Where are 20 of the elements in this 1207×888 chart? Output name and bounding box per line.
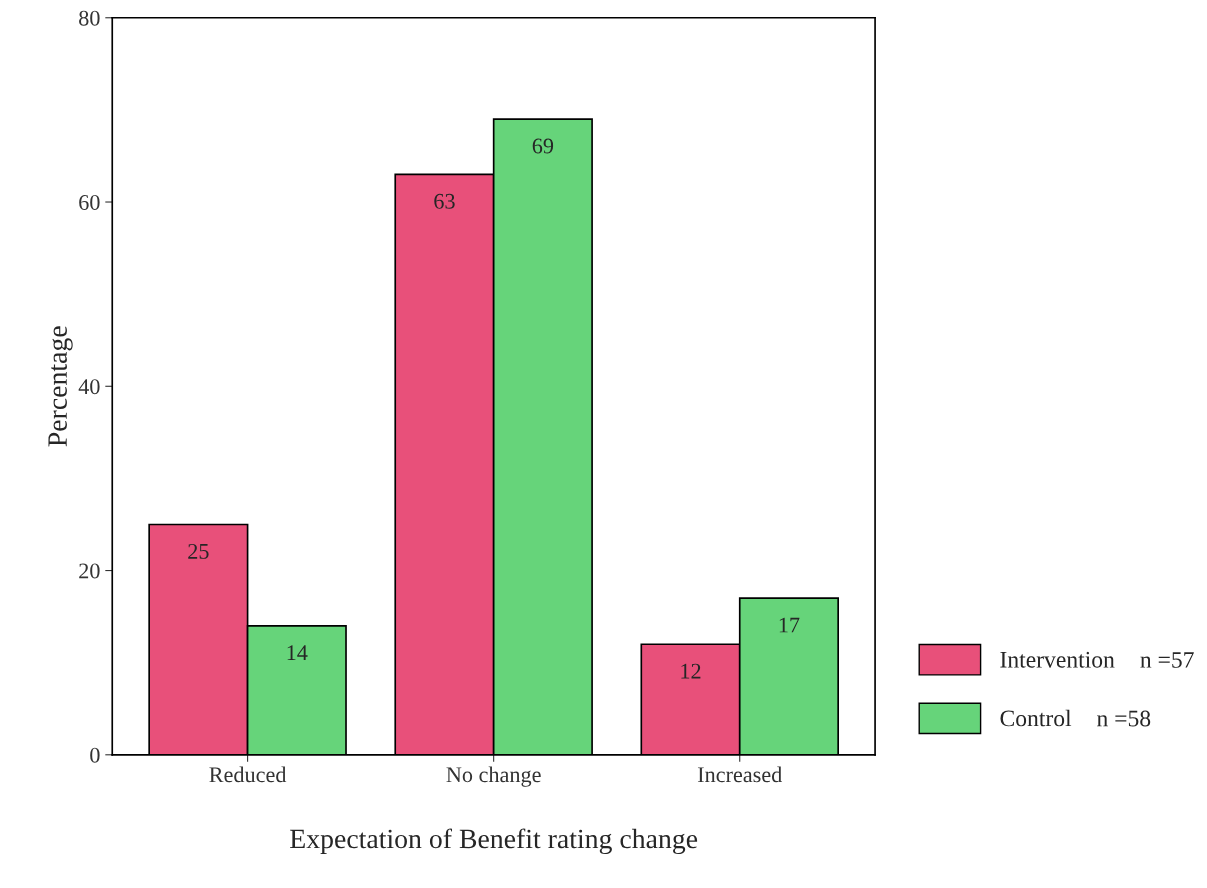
data-label: 17 bbox=[779, 617, 800, 633]
y-tick-label: 0 bbox=[90, 747, 100, 763]
x-tick-label: Increased bbox=[697, 766, 783, 783]
x-axis-title: Expectation of Benefit rating change bbox=[290, 828, 698, 855]
data-label: 12 bbox=[681, 663, 701, 679]
data-label: 25 bbox=[188, 543, 209, 559]
x-tick-label: Reduced bbox=[209, 766, 287, 783]
data-label: 63 bbox=[434, 193, 455, 209]
y-tick-label: 20 bbox=[79, 563, 100, 579]
x-tick-label: No change bbox=[446, 766, 541, 787]
y-axis-title: Percentage bbox=[48, 326, 73, 447]
text: n =57 bbox=[1140, 652, 1194, 668]
y-tick-label: 40 bbox=[78, 379, 100, 395]
data-label: 69 bbox=[532, 138, 554, 154]
y-tick-label: 80 bbox=[79, 10, 100, 26]
text: n =58 bbox=[1097, 710, 1151, 727]
data-label: 14 bbox=[287, 645, 308, 660]
legend-label: Control bbox=[1000, 709, 1072, 727]
y-tick-label: 60 bbox=[79, 194, 100, 210]
legend-label: Intervention bbox=[1000, 651, 1115, 668]
